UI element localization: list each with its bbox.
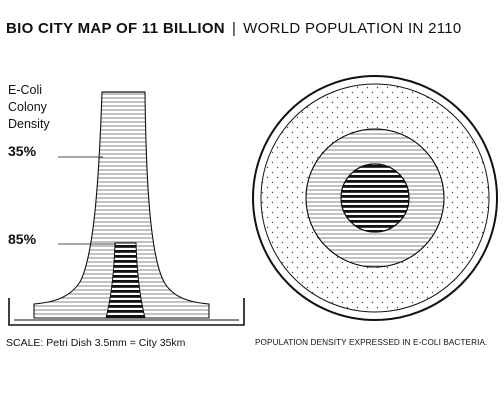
colony-tower [33, 91, 210, 319]
tower-dense-core [105, 242, 146, 318]
scale-note: SCALE: Petri Dish 3.5mm = City 35km [6, 337, 186, 349]
title-subtitle: WORLD POPULATION IN 2110 [243, 20, 462, 37]
level-label-35: 35% [8, 143, 37, 159]
petri-dish-top-view [252, 75, 498, 321]
diagram-title: BIO CITY MAP OF 11 BILLION | WORLD POPULAT… [6, 20, 462, 37]
petri-dish-outline [8, 298, 245, 326]
legend-line-3: Density [8, 117, 50, 131]
caption: POPULATION DENSITY EXPRESSED IN E-COLI B… [255, 338, 488, 347]
legend-label: E-Coli Colony Density [8, 82, 50, 133]
level-label-85: 85% [8, 231, 37, 247]
legend-line-1: E-Coli [8, 83, 43, 97]
legend-line-2: Colony [8, 100, 47, 114]
dense-core [340, 163, 410, 233]
tower-outline [33, 91, 210, 319]
title-separator: | [231, 20, 237, 37]
title-main: BIO CITY MAP OF 11 BILLION [6, 20, 225, 37]
